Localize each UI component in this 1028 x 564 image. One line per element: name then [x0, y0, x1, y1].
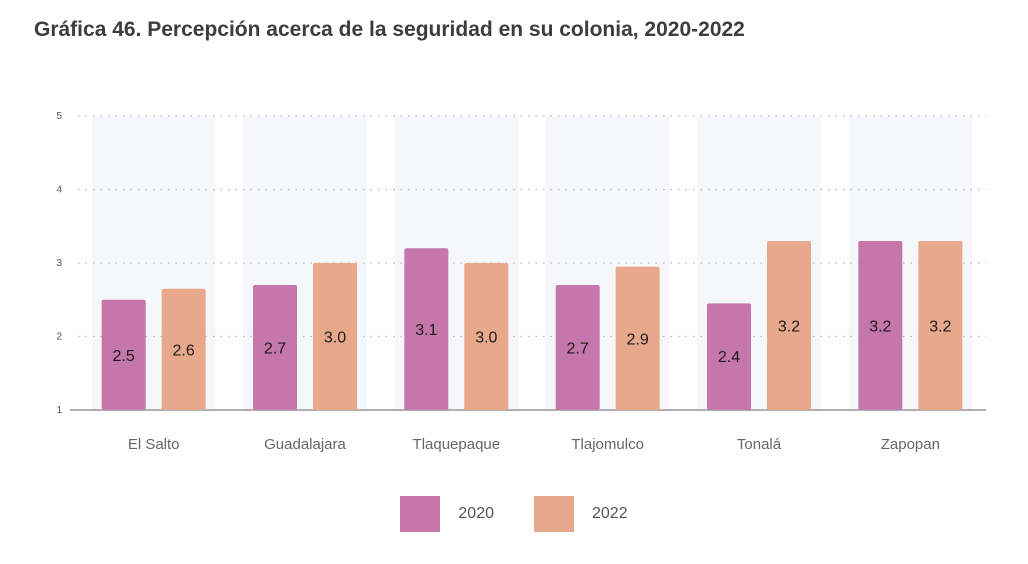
- legend-swatch-2020: [400, 496, 441, 532]
- chart-title: Gráfica 46. Percepción acerca de la segu…: [34, 18, 745, 41]
- bar-2022: [161, 288, 206, 410]
- legend: 2020 2022: [0, 496, 1028, 532]
- x-tick-label: Tlajomulco: [571, 436, 644, 453]
- data-label: 2.5: [113, 348, 135, 365]
- bar-2022: [918, 240, 963, 410]
- data-label: 3.1: [415, 322, 437, 339]
- bar-2022: [464, 263, 509, 410]
- bar-2020: [555, 285, 600, 410]
- bar-2020: [101, 299, 146, 410]
- data-label: 2.6: [173, 342, 195, 359]
- bar-2022: [767, 240, 811, 410]
- x-tick-label: Guadalajara: [264, 436, 346, 453]
- data-label: 3.2: [778, 318, 800, 335]
- data-label: 3.2: [869, 318, 891, 335]
- x-tick-label: Tonalá: [737, 436, 782, 453]
- data-label: 2.4: [718, 349, 740, 366]
- y-tick-label: 3: [56, 258, 62, 269]
- data-label: 2.7: [264, 341, 286, 358]
- x-tick-label: Zapopan: [881, 436, 940, 453]
- legend-item-2022: 2022: [534, 496, 628, 532]
- x-tick-label: Tlaquepaque: [413, 436, 501, 453]
- y-tick-label: 2: [56, 332, 62, 343]
- y-tick-label: 4: [56, 185, 62, 196]
- bar-2022: [313, 263, 357, 410]
- legend-label-2020: 2020: [458, 505, 494, 522]
- bar-2020: [253, 285, 297, 410]
- data-label: 2.7: [567, 341, 589, 358]
- y-tick-label: 5: [56, 111, 62, 122]
- y-tick-label: 1: [56, 405, 62, 416]
- bar-2022: [615, 266, 660, 410]
- x-tick-label: El Salto: [128, 436, 180, 453]
- data-label: 3.0: [475, 330, 497, 347]
- bar-2020: [404, 248, 449, 410]
- legend-swatch-2022: [534, 496, 574, 532]
- legend-label-2022: 2022: [592, 505, 628, 522]
- bar-chart: 1 2 3 4 5 2.5 2.6 El Salto 2.7 3.0 Guadalajara 3.1 3…: [56, 111, 986, 453]
- bar-2020: [858, 240, 903, 410]
- legend-item-2020: 2020: [400, 496, 494, 532]
- data-label: 3.2: [929, 318, 951, 335]
- bar-2020: [707, 303, 751, 410]
- data-label: 3.0: [324, 330, 346, 347]
- data-label: 2.9: [627, 331, 649, 348]
